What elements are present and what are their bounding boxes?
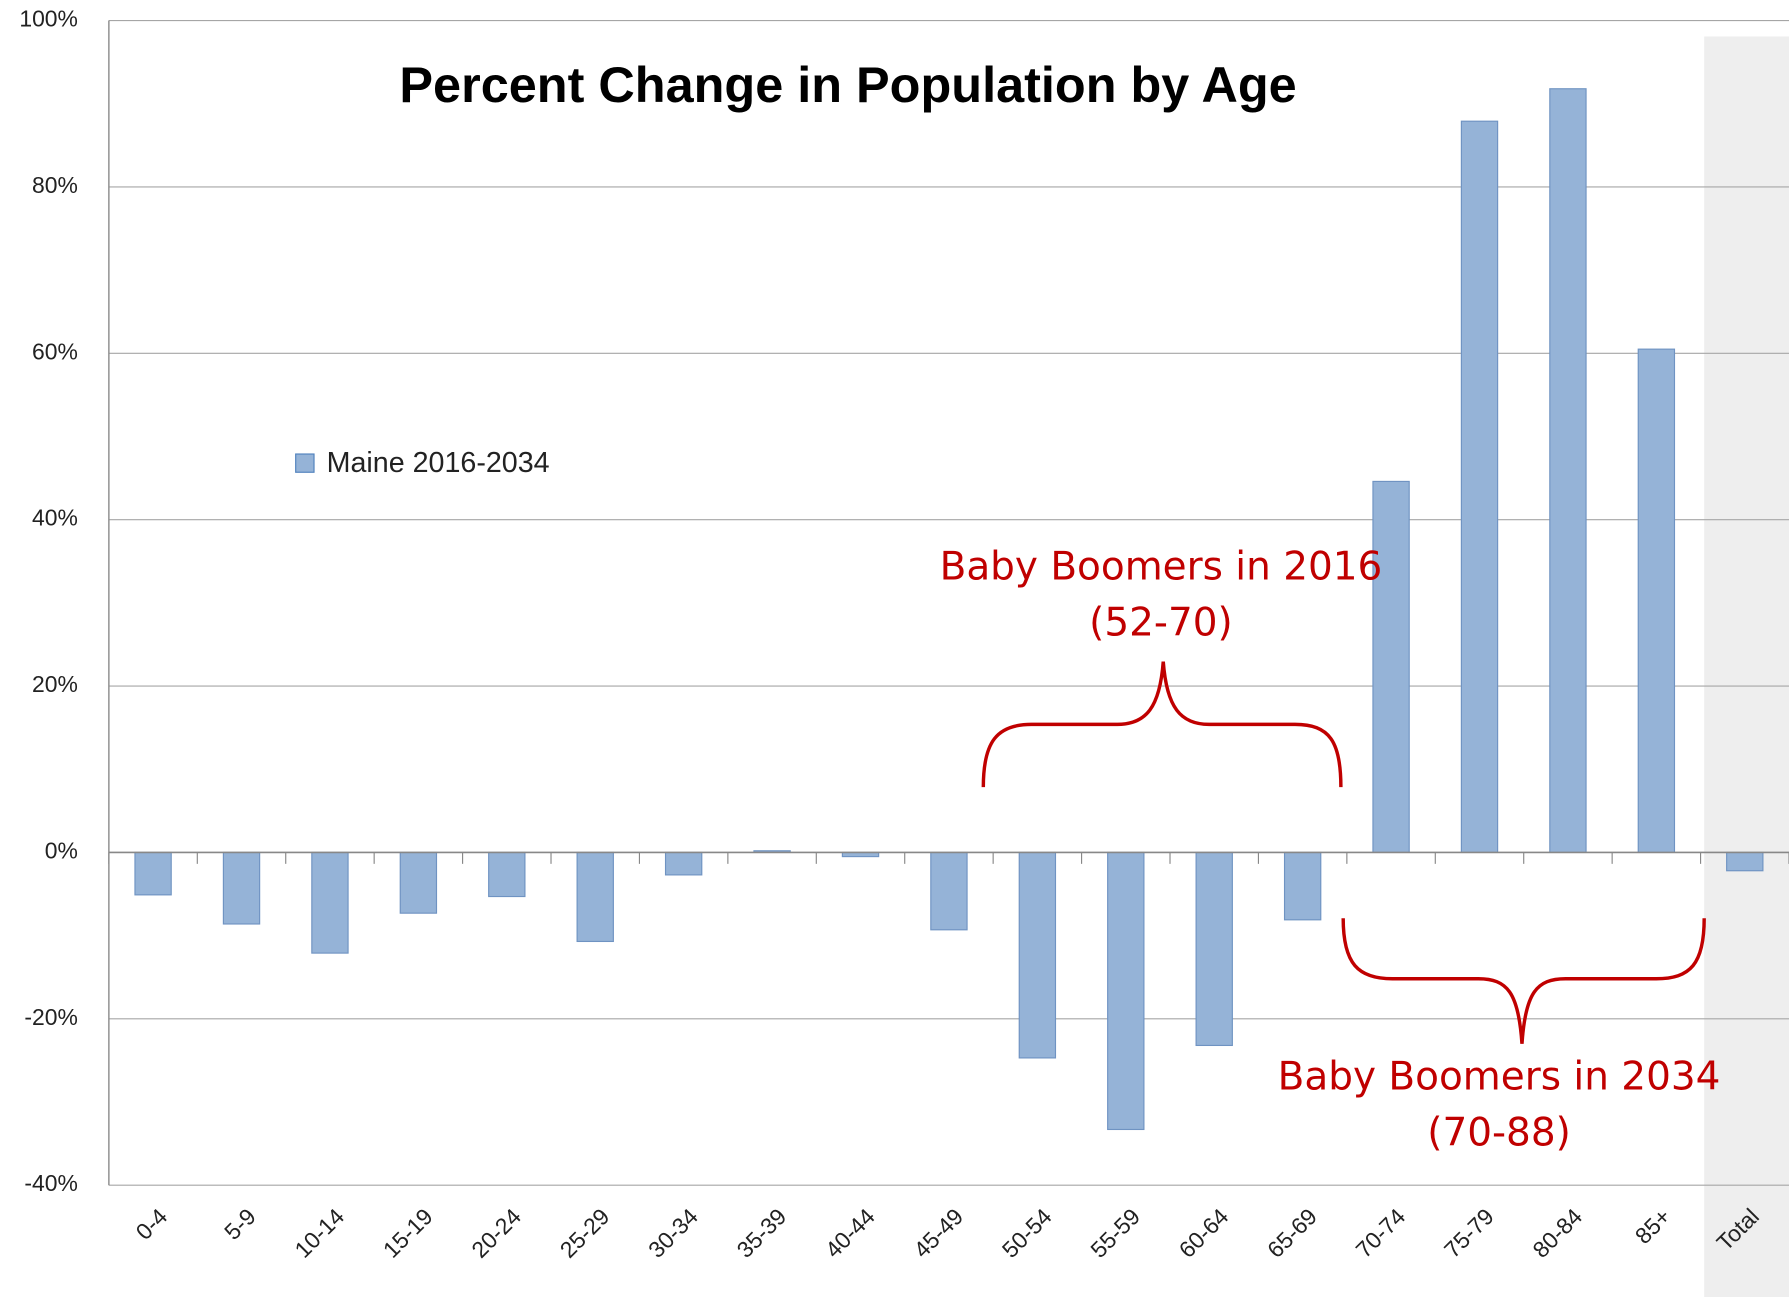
- x-tick-label: 60-64: [1174, 1203, 1234, 1263]
- x-tick-label: 5-9: [219, 1203, 261, 1245]
- x-tick-label: 50-54: [997, 1203, 1057, 1263]
- x-tick-label: 35-39: [731, 1203, 791, 1263]
- total-highlight: [1704, 36, 1789, 1297]
- y-tick-label: 100%: [19, 6, 78, 32]
- x-tick-label: 20-24: [466, 1203, 526, 1263]
- brace: [981, 661, 1343, 788]
- bar: [222, 851, 261, 925]
- x-tick-label: 55-59: [1085, 1203, 1145, 1263]
- annotation: Baby Boomers in 2016: [940, 545, 1383, 590]
- legend-swatch: [295, 453, 315, 473]
- grid: [108, 19, 1789, 1186]
- bar: [1549, 88, 1587, 854]
- bar: [930, 851, 968, 931]
- y-tick-label: 20%: [32, 671, 78, 697]
- chart-title: Percent Change in Population by Age: [399, 56, 1296, 113]
- x-tick-label: 75-79: [1439, 1203, 1499, 1263]
- bar: [1460, 120, 1499, 854]
- legend-label: Maine 2016-2034: [327, 447, 550, 479]
- annotation: (70-88): [1427, 1111, 1571, 1156]
- y-tick-label: 80%: [32, 172, 78, 198]
- y-tick-label: 40%: [32, 505, 78, 531]
- bar: [1195, 851, 1233, 1047]
- bar: [1018, 851, 1057, 1059]
- x-tick-label: 10-14: [289, 1203, 349, 1263]
- bar: [1726, 851, 1764, 872]
- y-tick-label: 60%: [32, 338, 78, 364]
- bar: [311, 851, 349, 954]
- bar: [488, 851, 526, 898]
- x-tick-label: 40-44: [820, 1203, 880, 1263]
- x-tick-label: 0-4: [131, 1203, 173, 1245]
- annotation: Baby Boomers in 2034: [1278, 1055, 1721, 1100]
- y-tick-label: -40%: [24, 1170, 77, 1196]
- bar: [1283, 851, 1322, 921]
- bar: [134, 851, 172, 896]
- x-tick-label: 45-49: [908, 1203, 968, 1263]
- bar: [1637, 348, 1676, 854]
- x-tick-label: 15-19: [378, 1203, 438, 1263]
- bars: [134, 88, 1764, 1131]
- x-tick-label: 80-84: [1527, 1203, 1587, 1263]
- bar: [399, 851, 438, 914]
- x-tick-label: 30-34: [643, 1203, 703, 1263]
- annotation: (52-70): [1089, 601, 1233, 646]
- x-tick-label: 25-29: [555, 1203, 615, 1263]
- bar: [1372, 480, 1410, 854]
- x-tick-label: 85+: [1630, 1203, 1676, 1249]
- y-tick-label: 0%: [45, 838, 78, 864]
- y-tick-label: -20%: [24, 1004, 77, 1030]
- bar: [664, 851, 703, 876]
- x-tick-label: 70-74: [1350, 1203, 1410, 1263]
- bar: [1107, 851, 1145, 1131]
- brace: [1341, 918, 1706, 1044]
- x-tick-label: 65-69: [1262, 1203, 1322, 1263]
- bar: [576, 851, 614, 943]
